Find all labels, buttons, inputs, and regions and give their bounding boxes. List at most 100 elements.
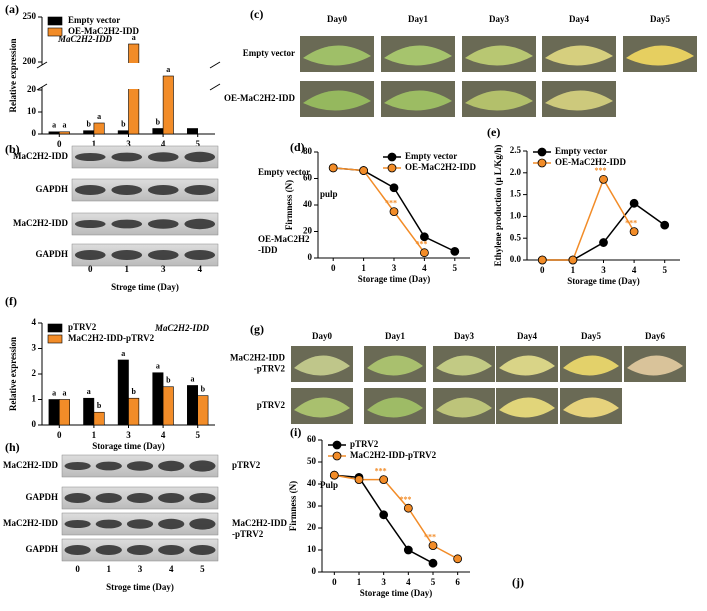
x-tick-label: 6 (455, 577, 460, 587)
blot-band (158, 518, 185, 530)
fruit (499, 355, 555, 376)
y-tick-label: 10 (307, 544, 317, 554)
bar (152, 128, 164, 135)
day-label: Day5 (581, 331, 601, 341)
blot-row-label: GAPDH (36, 184, 69, 194)
point (419, 248, 429, 258)
legend-label: Empty vector (405, 151, 457, 161)
bar (162, 75, 174, 135)
bar (48, 131, 60, 135)
point (450, 246, 460, 256)
y-tick-label: 1.0 (510, 210, 522, 220)
legend-swatch (47, 334, 63, 344)
significance-letter: a (156, 362, 160, 371)
blot-band (111, 219, 143, 229)
blot-band (184, 151, 216, 163)
blot-band (74, 220, 106, 228)
significance-letter: b (121, 120, 126, 129)
panel-label: (f) (5, 294, 17, 308)
panel-label: (j) (512, 575, 524, 589)
significance-letter: a (191, 374, 195, 383)
y-tick-label: 0 (32, 419, 37, 429)
x-tick-label: 3 (392, 263, 397, 273)
y-tick-label: 2.5 (510, 145, 522, 155)
fruit (545, 90, 613, 111)
y-axis-label: Firmness (N) (284, 180, 294, 230)
fruit (627, 355, 683, 376)
significance-letter: b (131, 387, 136, 396)
blot-x-label: Stroge time (Day) (106, 582, 174, 592)
y-tick-label: 2 (32, 368, 37, 378)
significance-letter: b (166, 376, 171, 385)
significance-letter: b (201, 385, 206, 394)
blot-band (189, 460, 216, 472)
blot-row-label: GAPDH (26, 544, 59, 554)
x-tick-label: 0 (540, 265, 545, 275)
point (568, 255, 578, 265)
blot-band (64, 545, 91, 555)
y-tick-label: 30 (307, 500, 317, 510)
lane-label: 5 (200, 564, 205, 574)
blot-band (184, 250, 216, 260)
day-label: Day4 (569, 14, 589, 24)
blot-band (147, 152, 179, 162)
significance-stars: *** (375, 466, 387, 475)
blot-row-label: MaC2H2-IDD (3, 460, 58, 470)
fruit (303, 45, 371, 66)
break-gap (127, 63, 140, 89)
day-label: Day1 (408, 14, 428, 24)
legend-label: OE-MaC2H2-IDD (68, 26, 139, 36)
x-tick-label: 1 (92, 139, 97, 149)
blot-row-label: MaC2H2-IDD (3, 518, 58, 528)
blot-band (95, 545, 122, 555)
blot-band (158, 493, 185, 503)
blot-band (147, 185, 179, 195)
bar (117, 130, 129, 135)
annotation: Pulp (320, 480, 338, 490)
bar (197, 395, 209, 426)
annotation: MaC2H2-IDD (57, 34, 113, 44)
x-tick-label: 3 (126, 430, 131, 440)
x-tick-label: 5 (195, 430, 200, 440)
x-tick-label: 0 (332, 577, 337, 587)
row-label: -pTRV2 (254, 364, 286, 374)
fruit (465, 45, 533, 66)
y-tick-label: 20 (27, 84, 37, 94)
y-tick-label: 60 (307, 434, 317, 444)
lane-label: 0 (75, 564, 80, 574)
x-axis-label: Storage time (Day) (92, 441, 164, 451)
legend-label: MaC2H2-IDD-pTRV2 (68, 333, 155, 343)
x-tick-label: 3 (126, 139, 131, 149)
blot-group-label: pTRV2 (232, 460, 261, 470)
point (629, 227, 639, 237)
point (389, 183, 399, 193)
significance-letter: a (97, 112, 101, 121)
point (419, 232, 429, 242)
legend-label: pTRV2 (68, 322, 97, 332)
axis-break (209, 83, 221, 91)
panel-label: (c) (250, 7, 263, 21)
blot-band (126, 461, 154, 471)
bar (128, 397, 140, 426)
row-label: pTRV2 (257, 400, 286, 410)
blot-row-label: MaC2H2-IDD (13, 151, 68, 161)
x-axis-label: Storage time (Day) (360, 588, 432, 598)
x-axis-label: Storage time (Day) (567, 276, 639, 286)
point (599, 238, 608, 247)
blot-band (158, 545, 185, 555)
blot-group-label: -IDD (258, 245, 278, 255)
lane-label: 0 (88, 264, 93, 274)
y-axis-label: Ethylene production (μ L/Kg/h) (493, 145, 503, 267)
lane-label: 3 (138, 564, 143, 574)
legend-marker (387, 152, 397, 162)
blot-band (126, 545, 154, 555)
x-tick-label: 4 (632, 265, 637, 275)
axis-break (36, 61, 48, 69)
point (329, 470, 339, 480)
x-tick-label: 1 (92, 430, 97, 440)
y-tick-label: 3 (32, 343, 37, 353)
y-tick-label: 40 (307, 478, 317, 488)
blot-band (184, 218, 216, 230)
blot-band (64, 520, 91, 528)
x-axis-label: Storage time (Day) (358, 274, 430, 284)
